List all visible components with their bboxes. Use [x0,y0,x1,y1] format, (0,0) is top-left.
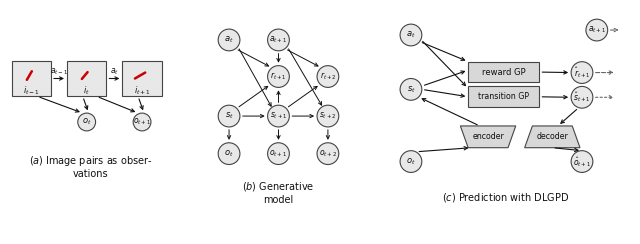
Circle shape [571,62,593,83]
Text: $s_{t}$: $s_{t}$ [225,111,234,121]
Text: $r_{t+2}$: $r_{t+2}$ [319,71,336,82]
Text: $i_{t+1}$: $i_{t+1}$ [134,84,150,97]
Circle shape [218,143,240,164]
Polygon shape [460,126,516,148]
Text: $o_{t+1}$: $o_{t+1}$ [133,117,151,127]
Bar [468,62,540,82]
Circle shape [400,79,422,100]
Text: $a_{t+1}$: $a_{t+1}$ [269,35,287,45]
Text: $o_{t}$: $o_{t}$ [224,148,234,159]
Circle shape [268,29,289,51]
Text: $a_{t+1}$: $a_{t+1}$ [588,25,606,35]
Text: $a_{t-1}$: $a_{t-1}$ [50,66,68,77]
Text: $o_{t}$: $o_{t}$ [82,117,92,127]
Text: $r_{t+1}$: $r_{t+1}$ [270,71,287,82]
Circle shape [268,66,289,87]
Circle shape [400,151,422,173]
Circle shape [133,113,151,131]
Bar [468,86,540,107]
Text: $i_{t}$: $i_{t}$ [83,84,90,97]
Text: $s_{t}$: $s_{t}$ [406,84,415,95]
Circle shape [268,105,289,127]
Text: $s_{t+1}$: $s_{t+1}$ [269,111,287,121]
Text: $a_{t}$: $a_{t}$ [110,66,119,77]
Text: $(a)$ Image pairs as obser-
vations: $(a)$ Image pairs as obser- vations [29,154,152,179]
Text: $(b)$ Generative
model: $(b)$ Generative model [243,180,315,205]
Bar [122,61,162,96]
Text: $\hat{o}_{t+1}$: $\hat{o}_{t+1}$ [573,154,591,169]
Text: $\hat{r}_{t+1}$: $\hat{r}_{t+1}$ [573,65,590,80]
Circle shape [586,19,608,41]
Text: $i_{t-1}$: $i_{t-1}$ [23,84,40,97]
Circle shape [218,105,240,127]
Text: $(c)$ Prediction with DLGPD: $(c)$ Prediction with DLGPD [442,191,570,204]
Circle shape [571,151,593,173]
Text: $a_{t}$: $a_{t}$ [406,30,416,40]
Circle shape [317,105,339,127]
Circle shape [317,143,339,164]
Circle shape [400,24,422,46]
Text: reward GP: reward GP [482,68,525,77]
Text: $a_{t}$: $a_{t}$ [224,35,234,45]
Text: decoder: decoder [536,132,568,141]
Text: $o_{t}$: $o_{t}$ [406,156,416,167]
Circle shape [268,143,289,164]
Text: encoder: encoder [472,132,504,141]
Bar [12,61,51,96]
Bar [67,61,106,96]
Text: $o_{t+1}$: $o_{t+1}$ [269,148,287,159]
Text: $s_{t+2}$: $s_{t+2}$ [319,111,337,121]
Text: $o_{t+2}$: $o_{t+2}$ [319,148,337,159]
Text: $\hat{s}_{t+1}$: $\hat{s}_{t+1}$ [573,90,591,104]
Polygon shape [525,126,580,148]
Text: transition GP: transition GP [478,92,529,101]
Circle shape [571,86,593,108]
Circle shape [317,66,339,87]
Circle shape [218,29,240,51]
Circle shape [78,113,95,131]
